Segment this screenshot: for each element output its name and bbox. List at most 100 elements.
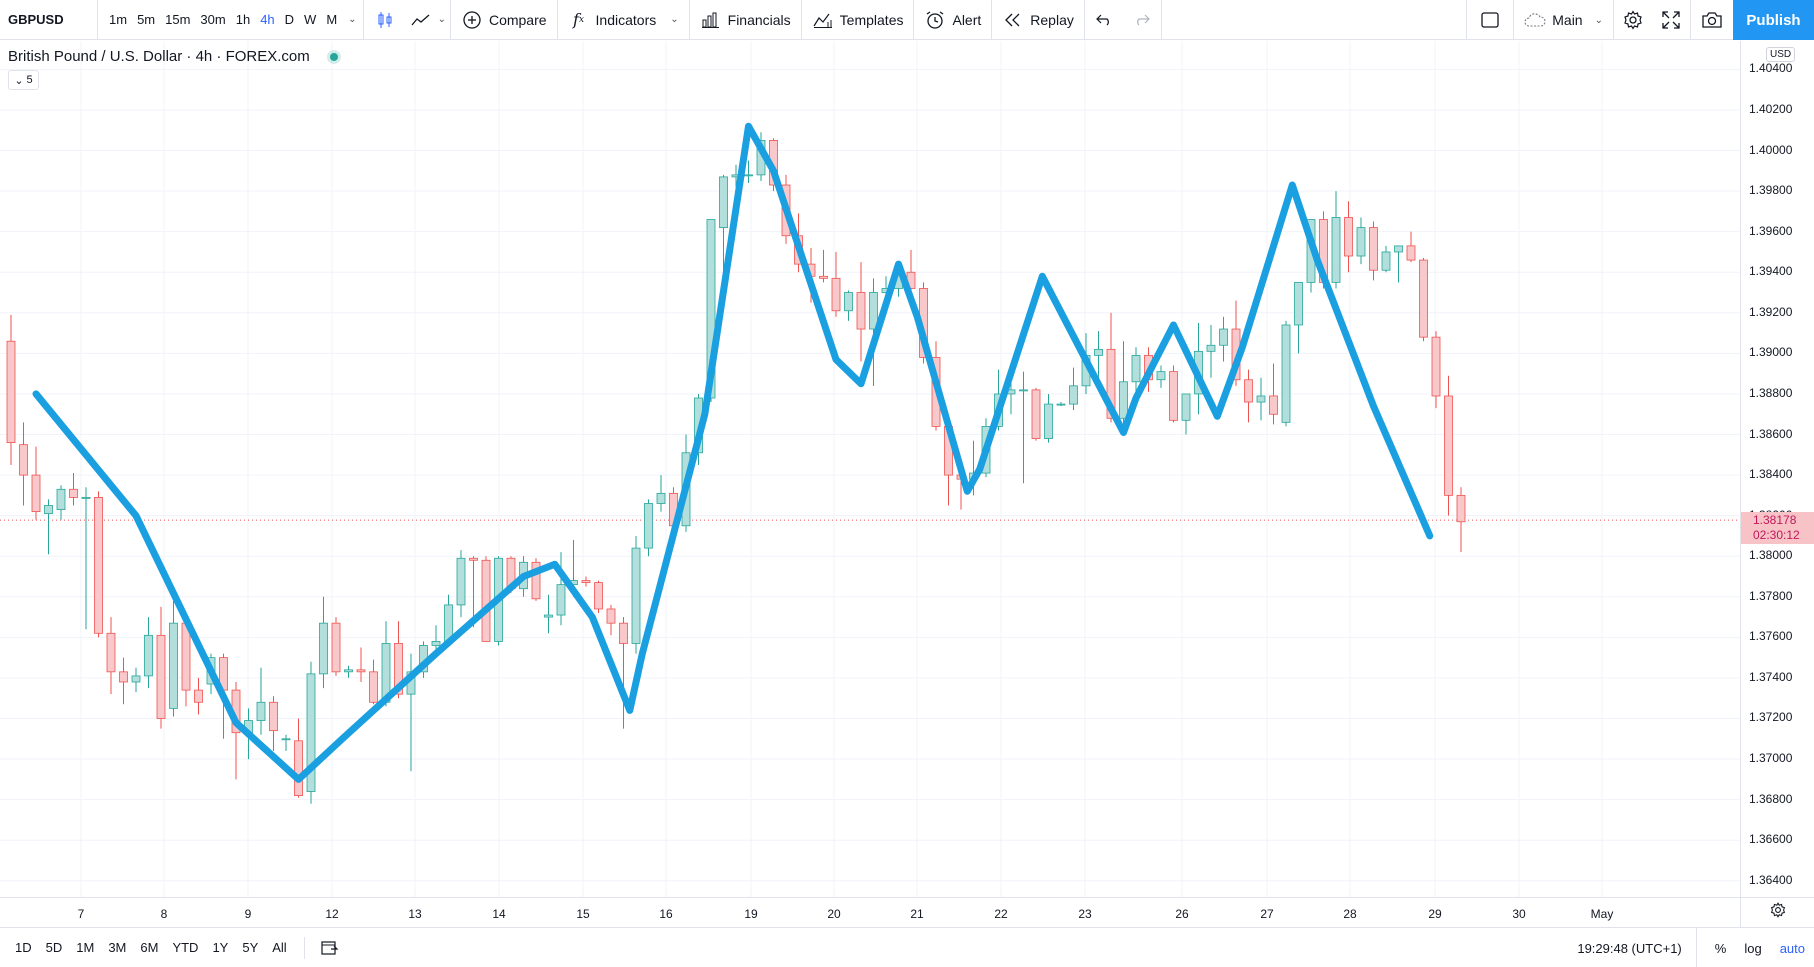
legend-collapse-button[interactable]: ⌄ 5 [8, 70, 39, 90]
candle [819, 249, 828, 283]
chevron-down-icon: ⌄ [348, 14, 357, 25]
templates-icon [812, 9, 834, 31]
candle [69, 473, 78, 506]
candle-body [69, 488, 78, 498]
interval-5m[interactable]: 5m [137, 12, 156, 27]
go-to-date-button[interactable] [315, 928, 345, 967]
interval-1h[interactable]: 1h [235, 12, 251, 27]
auto-scale-toggle[interactable]: auto [1779, 940, 1805, 956]
candle-body [1244, 379, 1253, 403]
candle-body [306, 673, 316, 792]
candle [481, 556, 491, 642]
time-tick-label: 26 [1175, 907, 1189, 921]
brush-drawing-layer[interactable] [32, 122, 1434, 783]
expand-button[interactable] [1652, 0, 1690, 40]
undo-button[interactable] [1085, 0, 1123, 40]
candle [369, 659, 378, 705]
layout-label: Main [1552, 12, 1583, 28]
price-scale[interactable]: 1.36400 1.36600 1.36800 1.37000 1.37200 1.374… [1740, 41, 1814, 897]
candle [1419, 258, 1428, 342]
range-5y[interactable]: 5Y [242, 940, 259, 955]
templates-button[interactable]: Templates [802, 0, 914, 40]
candle [1131, 347, 1141, 394]
fullscreen-toggle-button[interactable] [1467, 0, 1513, 40]
replay-button[interactable]: Replay [992, 0, 1084, 40]
candle-body [1206, 344, 1216, 352]
rewind-icon [1002, 9, 1024, 31]
candle-body [481, 559, 491, 642]
percent-scale-toggle[interactable]: % [1714, 940, 1727, 956]
candle [831, 251, 841, 317]
publish-button[interactable]: Publish [1733, 0, 1814, 40]
alert-button[interactable]: Alert [914, 0, 991, 40]
interval-4h[interactable]: 4h [260, 12, 275, 27]
chart-style-button[interactable]: ⌄ [406, 0, 450, 40]
candle-body [1119, 381, 1128, 419]
redo-button[interactable] [1123, 0, 1161, 40]
symbol-search[interactable]: GBPUSD [8, 12, 64, 27]
candle-body [1256, 395, 1266, 403]
interval-d[interactable]: D [284, 12, 295, 27]
candle-body [56, 488, 66, 510]
candle [1094, 331, 1103, 382]
interval-w[interactable]: W [304, 12, 317, 27]
cloud-icon [1524, 9, 1546, 31]
candle [1431, 331, 1441, 409]
currency-badge[interactable]: USD [1766, 47, 1796, 62]
range-1d[interactable]: 1D [15, 940, 32, 955]
square-icon [1479, 9, 1501, 31]
chart-settings-corner[interactable] [1740, 897, 1814, 927]
range-1m[interactable]: 1M [76, 940, 95, 955]
candle-body [144, 634, 153, 677]
time-tick-label: 19 [744, 907, 758, 921]
interval-15m[interactable]: 15m [165, 12, 191, 27]
log-scale-toggle[interactable]: log [1744, 940, 1762, 956]
candle [281, 734, 291, 751]
candle-body [719, 176, 728, 229]
settings-button[interactable] [1614, 0, 1652, 40]
layout-save-button[interactable]: Main ⌄ [1514, 0, 1613, 40]
range-5d[interactable]: 5D [45, 940, 63, 955]
interval-1m[interactable]: 1m [109, 12, 128, 27]
brush-trendline[interactable] [32, 122, 1434, 783]
compare-button[interactable]: Compare [451, 0, 557, 40]
range-6m[interactable]: 6M [140, 940, 159, 955]
candle-body [369, 671, 378, 703]
price-tick-label: 1.37400 [1749, 669, 1793, 684]
candle [1069, 367, 1078, 411]
candle-body [1456, 494, 1466, 523]
undo-icon [1093, 9, 1115, 31]
last-price-label: 1.38178 02:30:12 [1741, 512, 1814, 544]
indicator-count: 5 [26, 74, 33, 86]
time-tick-label: 12 [325, 907, 339, 921]
candle [556, 552, 566, 626]
chart-legend[interactable]: British Pound / U.S. Dollar · 4h · FOREX… [8, 48, 338, 65]
toolbar-divider [688, 0, 690, 40]
range-1y[interactable]: 1Y [212, 940, 229, 955]
interval-m[interactable]: M [326, 12, 338, 27]
time-tick-label: 27 [1260, 907, 1274, 921]
financials-button[interactable]: Financials [690, 0, 801, 40]
interval-30m[interactable]: 30m [200, 12, 226, 27]
candle-body [1181, 393, 1191, 421]
candle-body [319, 622, 328, 675]
chart-type-button[interactable] [364, 0, 406, 40]
timezone-clock[interactable]: 19:29:48 (UTC+1) [1563, 928, 1697, 967]
candle-body [619, 622, 628, 644]
time-scale[interactable]: 7 8 9 12 13 14 15 16 19 20 21 22 23 26 27 28 29 30 May [0, 897, 1740, 927]
market-status-dot[interactable] [329, 52, 338, 61]
candle-body [1156, 371, 1166, 381]
interval-dropdown[interactable]: ⌄ [342, 0, 362, 40]
snapshot-button[interactable] [1691, 0, 1733, 40]
range-all[interactable]: All [272, 940, 287, 955]
range-ytd[interactable]: YTD [172, 940, 199, 955]
range-3m[interactable]: 3M [108, 940, 127, 955]
candle-body [269, 701, 278, 732]
candle-body [31, 474, 41, 512]
time-tick-label: 14 [492, 907, 506, 921]
candle-body [169, 622, 178, 709]
chart-pane[interactable] [0, 41, 1740, 897]
time-tick-label: 22 [994, 907, 1008, 921]
candle [231, 681, 241, 780]
